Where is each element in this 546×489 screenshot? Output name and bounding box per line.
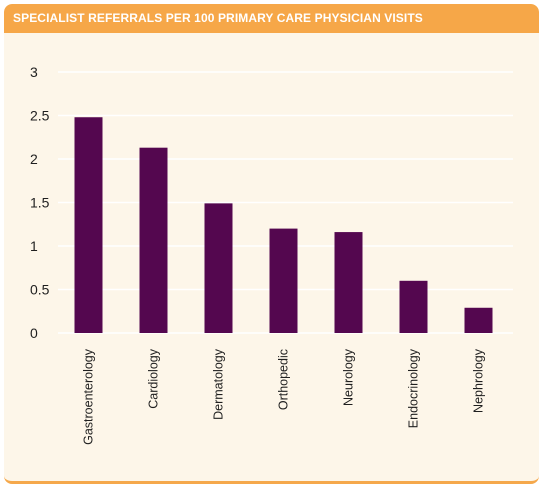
x-category-label: Nephrology	[472, 348, 486, 413]
bar	[204, 203, 233, 333]
x-category-label: Orthopedic	[277, 349, 291, 410]
x-category-label: Endocrinology	[407, 348, 421, 428]
chart-title: SPECIALIST REFERRALS PER 100 PRIMARY CAR…	[4, 4, 539, 33]
y-tick-label: 1.5	[30, 195, 50, 211]
bar	[74, 117, 103, 334]
x-category-label: Gastroenterology	[82, 348, 96, 445]
y-tick-label: 2.5	[30, 108, 50, 124]
y-tick-label: 3	[30, 64, 38, 80]
y-tick-label: 2	[30, 151, 38, 167]
bar	[139, 147, 168, 333]
x-category-label: Dermatology	[212, 348, 226, 420]
y-tick-label: 0	[30, 325, 38, 341]
x-category-label: Cardiology	[147, 348, 161, 409]
y-tick-label: 0.5	[30, 282, 50, 298]
bar	[464, 307, 493, 333]
x-category-label: Neurology	[342, 348, 356, 406]
bar	[334, 232, 363, 333]
bar	[399, 280, 428, 333]
y-tick-label: 1	[30, 238, 38, 254]
bar	[269, 228, 298, 333]
